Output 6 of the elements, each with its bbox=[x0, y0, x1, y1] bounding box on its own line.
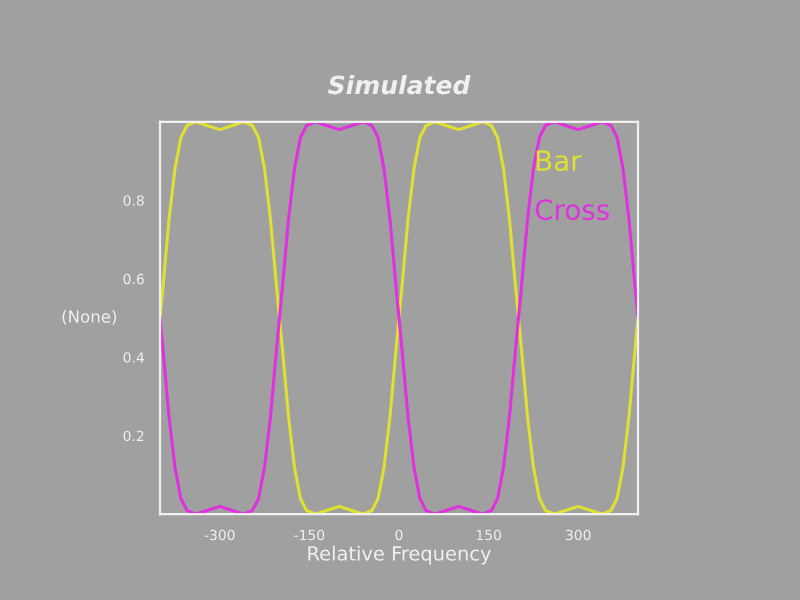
y-axis-title: (None) bbox=[62, 309, 117, 325]
x-axis-title: Relative Frequency bbox=[308, 545, 491, 565]
line-series bbox=[160, 121, 638, 515]
series-label: Cross bbox=[535, 199, 609, 221]
chart-title: Simulated bbox=[328, 75, 471, 95]
series-label: Bar bbox=[536, 150, 582, 172]
